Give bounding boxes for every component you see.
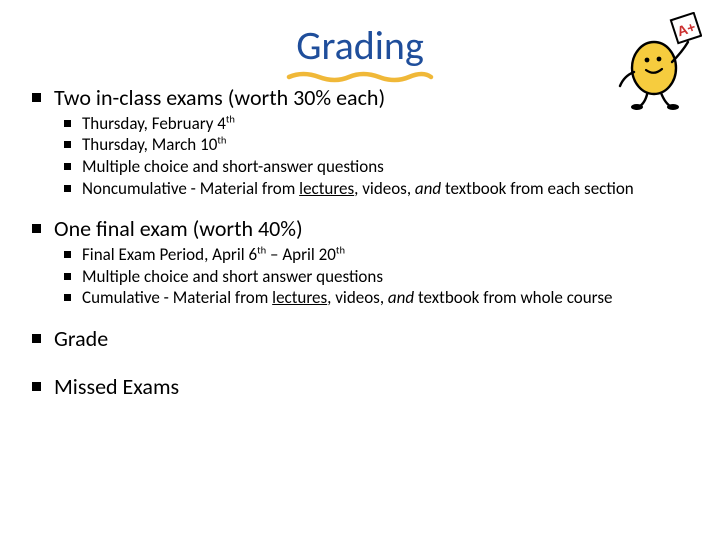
section-item: One final exam (worth 40%) [32, 215, 694, 243]
sub-bullet-item: Final Exam Period, April 6th – April 20t… [64, 245, 694, 266]
sub-bullet-item: Thursday, March 10th [64, 135, 694, 156]
squiggle-underline-icon [285, 70, 435, 84]
section-heading: Two in-class exams (worth 30% each) [54, 84, 385, 111]
spacer [32, 402, 694, 420]
sub-bullet-item: Noncumulative - Material from lectures, … [64, 179, 694, 200]
section-item: Two in-class exams (worth 30% each) [32, 84, 694, 112]
sub-bullet-item: Thursday, February 4th [64, 114, 694, 135]
bullet-list: Two in-class exams (worth 30% each) Thurs… [32, 84, 694, 420]
spacer [32, 355, 694, 373]
section-heading: Missed Exams [54, 373, 179, 400]
sub-bullet-item: Multiple choice and short answer questio… [64, 267, 694, 288]
section-heading: One final exam (worth 40%) [54, 215, 303, 242]
sub-bullet-list: Thursday, February 4thThursday, March 10… [64, 114, 694, 200]
slide-title: Grading [296, 26, 424, 66]
slide: Grading A+ Two in-class exams (worth 30%… [0, 0, 720, 540]
sub-bullet-item: Multiple choice and short-answer questio… [64, 157, 694, 178]
sub-bullet-list: Final Exam Period, April 6th – April 20t… [64, 245, 694, 309]
section-heading: Grade [54, 325, 108, 352]
section-item: Grade [32, 325, 694, 353]
sub-bullet-item: Cumulative - Material from lectures, vid… [64, 288, 694, 309]
title-wrap: Grading [26, 26, 694, 66]
section-item: Missed Exams [32, 373, 694, 401]
